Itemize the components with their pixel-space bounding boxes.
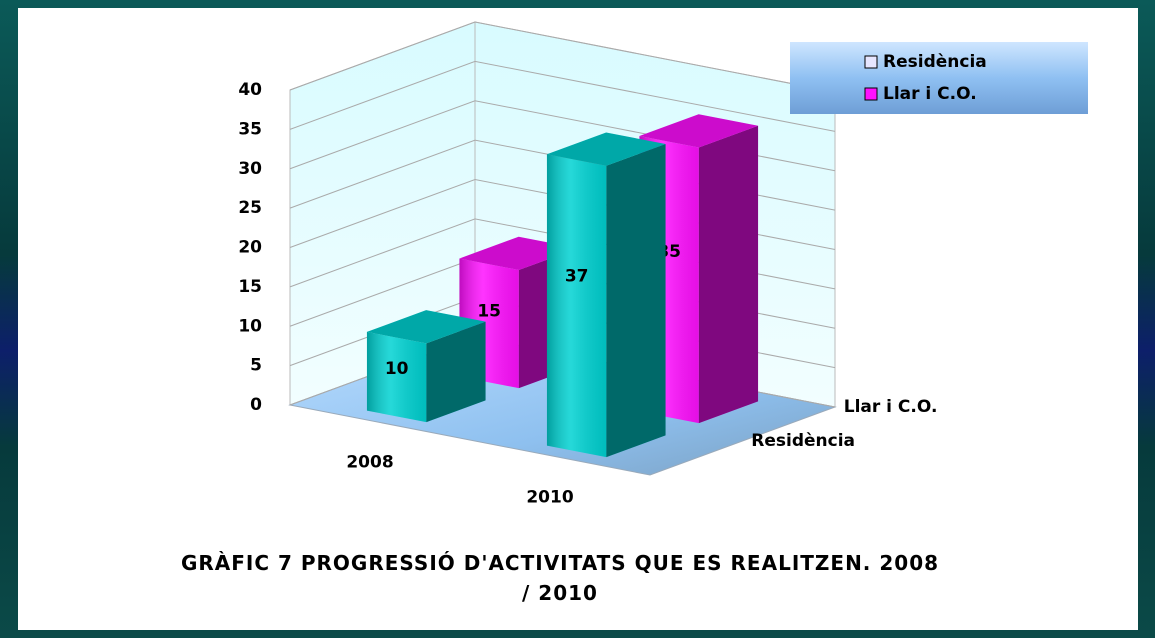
y-tick-label: 40 (238, 80, 262, 100)
y-tick-label: 35 (238, 119, 262, 139)
bar-side-shade (606, 144, 666, 458)
y-tick-label: 0 (250, 395, 262, 415)
legend-swatch (864, 55, 878, 69)
y-tick-label: 25 (238, 198, 262, 218)
legend-swatch (864, 87, 878, 101)
data-label: 15 (477, 302, 501, 322)
data-label: 10 (385, 359, 409, 379)
grid-line (289, 60, 836, 132)
bar-front-shade (366, 331, 427, 423)
x-tick-label: 2010 (526, 488, 573, 508)
depth-tick-label: Residència (751, 431, 855, 451)
bar-top (639, 114, 759, 148)
bar-side-shade (698, 125, 759, 424)
depth-tick-label: Llar i C.O. (844, 397, 938, 417)
bar-top-shade (366, 310, 486, 344)
data-label: 37 (565, 267, 589, 287)
y-tick-label: 20 (238, 238, 262, 258)
y-tick-label: 10 (238, 316, 262, 336)
bar-top-shade (639, 114, 759, 148)
bar-top-shade (546, 132, 666, 166)
bar-top (366, 310, 486, 344)
y-tick-label: 15 (238, 277, 262, 297)
chart-title: GRÀFIC 7 PROGRESSIÓ D'ACTIVITATS QUE ES … (180, 551, 940, 605)
bar (366, 310, 486, 423)
legend-box (790, 42, 1088, 114)
bar-side-shade (426, 321, 486, 423)
bar (546, 132, 666, 458)
x-tick-label: 2008 (346, 453, 393, 473)
y-tick-label: 30 (238, 159, 262, 179)
legend-label: Residència (883, 52, 987, 72)
grid-line (289, 21, 836, 93)
bar-front-shade (546, 154, 607, 458)
bar-top (546, 132, 666, 166)
legend-label: Llar i C.O. (883, 84, 977, 104)
y-tick-label: 5 (250, 356, 262, 376)
